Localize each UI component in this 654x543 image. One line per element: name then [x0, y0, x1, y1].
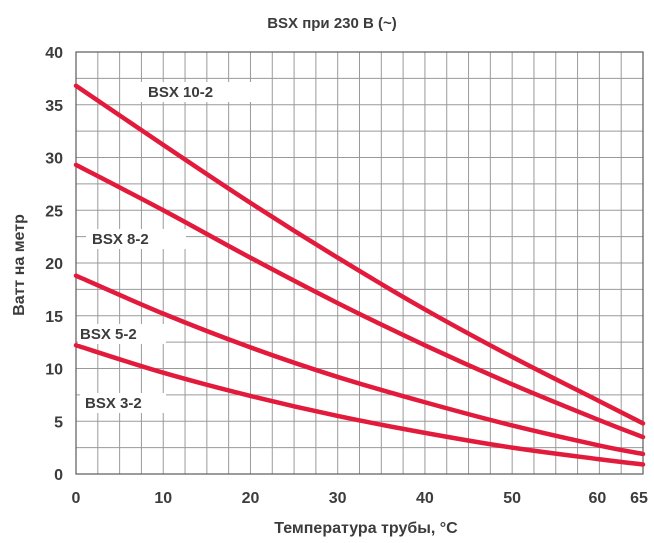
y-tick-label: 15 [45, 309, 63, 326]
series-label-2: BSX 5-2 [78, 324, 166, 344]
x-tick-label: 60 [588, 490, 606, 507]
series-label-background [86, 229, 186, 249]
series-label-1: BSX 8-2 [86, 229, 186, 249]
y-tick-label: 10 [45, 362, 63, 379]
series-label-text: BSX 8-2 [92, 231, 149, 248]
x-tick-label: 50 [503, 490, 521, 507]
grid [76, 52, 643, 474]
plot-frame [75, 51, 644, 475]
series-label-3: BSX 3-2 [80, 393, 166, 413]
y-tick-label: 35 [45, 98, 63, 115]
y-tick-label: 25 [45, 203, 63, 220]
x-tick-label: 40 [416, 490, 434, 507]
x-tick-label: 65 [630, 490, 648, 507]
x-tick-label: 30 [329, 490, 347, 507]
y-axis-label: Ватт на метр [11, 214, 28, 316]
y-tick-label: 20 [45, 256, 63, 273]
x-tick-label: 10 [154, 490, 172, 507]
series-lines [73, 83, 646, 467]
series-label-text: BSX 3-2 [85, 395, 142, 412]
series-labels: BSX 10-2 BSX 8-2 BSX 5-2 BSX 3-2 [78, 82, 254, 413]
x-axis-ticks: 0 10 20 30 40 50 60 65 [72, 490, 648, 507]
series-label-text: BSX 10-2 [148, 84, 213, 101]
x-tick-label: 0 [72, 490, 81, 507]
series-label-text: BSX 5-2 [80, 326, 137, 343]
y-tick-label: 40 [45, 45, 63, 62]
series-label-background [78, 324, 166, 344]
chart-title: BSX при 230 В (~) [267, 15, 397, 32]
series-label-0: BSX 10-2 [128, 82, 254, 102]
y-tick-label: 30 [45, 151, 63, 168]
y-tick-label: 5 [54, 414, 63, 431]
series-line-0 [73, 83, 646, 426]
x-tick-label: 20 [242, 490, 260, 507]
series-line-1 [73, 162, 646, 440]
series-label-background [80, 393, 166, 413]
y-axis-ticks: 0 5 10 15 20 25 30 35 40 [45, 45, 63, 484]
series-line-2 [73, 273, 646, 457]
x-axis-label: Температура трубы, °C [274, 520, 458, 537]
series-line-3 [73, 343, 646, 467]
series-label-background [128, 82, 254, 102]
y-tick-label: 0 [54, 467, 63, 484]
